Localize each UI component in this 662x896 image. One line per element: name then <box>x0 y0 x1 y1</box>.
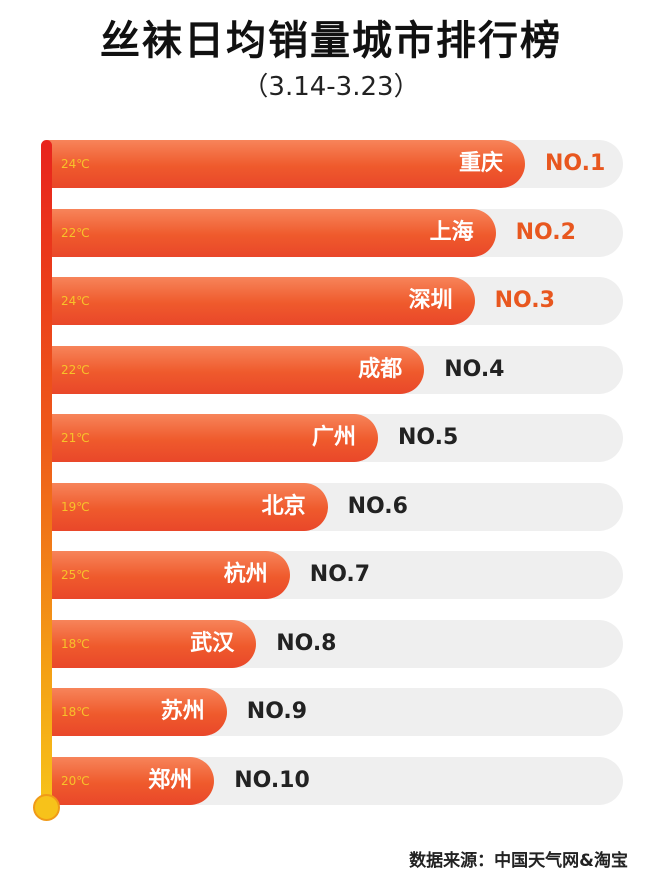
rank-label: NO.9 <box>246 699 308 724</box>
bar-row: 25℃ 杭州 NO.7 <box>47 551 623 599</box>
bar-7 <box>47 551 290 599</box>
temperature-label: 22℃ <box>61 362 90 377</box>
temperature-label: 21℃ <box>61 431 90 445</box>
city-label: 广州 <box>311 425 356 450</box>
city-label: 苏州 <box>160 699 205 724</box>
bar-row: 24℃ 重庆 NO.1 <box>47 140 623 188</box>
thermometer-bulb-icon <box>33 794 60 821</box>
city-label: 成都 <box>358 356 403 382</box>
city-label: 深圳 <box>408 288 453 313</box>
chart-title: 丝袜日均销量城市排行榜 <box>100 18 562 64</box>
rank-label: NO.8 <box>276 630 337 656</box>
bar-3 <box>47 277 475 325</box>
bar-6 <box>47 482 328 531</box>
thermometer-tube <box>41 140 52 802</box>
temperature-label: 25℃ <box>61 568 90 582</box>
rank-label: NO.7 <box>309 562 371 587</box>
city-label: 杭州 <box>223 562 268 587</box>
bar-row: 19℃ 北京 NO.6 <box>47 482 623 531</box>
bar-8 <box>47 619 257 668</box>
city-label: 北京 <box>261 493 306 519</box>
bar-4 <box>47 345 425 394</box>
bar-row: 18℃ 武汉 NO.8 <box>47 619 623 668</box>
city-label: 重庆 <box>458 151 503 176</box>
temperature-label: 19℃ <box>61 499 90 514</box>
rank-label: NO.10 <box>234 767 310 793</box>
rank-label: NO.6 <box>347 493 408 519</box>
temperature-label: 20℃ <box>61 773 90 788</box>
bar-2 <box>47 208 496 257</box>
bar-row: 24℃ 深圳 NO.3 <box>47 277 623 325</box>
city-label: 郑州 <box>148 767 193 793</box>
rank-label: NO.1 <box>545 151 606 176</box>
temperature-label: 24℃ <box>61 294 90 308</box>
temperature-label: 18℃ <box>61 636 90 651</box>
city-label: 武汉 <box>190 630 235 656</box>
temperature-label: 24℃ <box>61 157 90 171</box>
bar-9 <box>47 688 227 736</box>
rank-label: NO.4 <box>444 356 505 382</box>
bar-row: 20℃ 郑州 NO.10 <box>47 756 623 805</box>
temperature-label: 18℃ <box>61 705 90 719</box>
rank-label: NO.3 <box>494 288 555 313</box>
bar-row: 21℃ 广州 NO.5 <box>47 414 623 462</box>
bar-5 <box>47 414 378 462</box>
bar-row: 18℃ 苏州 NO.9 <box>47 688 623 736</box>
rank-label: NO.5 <box>398 425 459 450</box>
temperature-label: 22℃ <box>61 225 90 240</box>
bar-row: 22℃ 上海 NO.2 <box>47 208 623 257</box>
bar-1 <box>47 140 525 188</box>
bar-10 <box>47 756 215 805</box>
rank-label: NO.2 <box>515 219 576 245</box>
bar-row: 22℃ 成都 NO.4 <box>47 345 623 394</box>
data-source: 数据来源：中国天气网&淘宝 <box>409 851 628 871</box>
chart-subtitle: （3.14-3.23） <box>242 72 420 102</box>
city-label: 上海 <box>429 219 474 245</box>
